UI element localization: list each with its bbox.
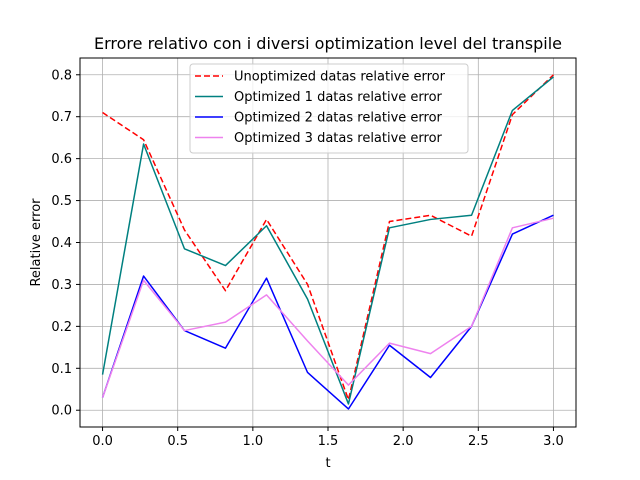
legend-label-2: Optimized 1 datas relative error bbox=[234, 90, 443, 105]
x-tick-label: 0.5 bbox=[167, 434, 188, 449]
y-tick-label: 0.2 bbox=[51, 320, 72, 335]
legend-label-3: Optimized 2 datas relative error bbox=[234, 111, 443, 126]
series-line-4 bbox=[101, 217, 554, 398]
axis-ticks: 0.0 0.5 1.0 1.5 2.0 2.5 3.0 0.0 0.1 0.2 0.3 0.4 0.5 0… bbox=[51, 68, 563, 449]
legend: Unoptimized datas relative error Optimize… bbox=[189, 63, 469, 154]
y-tick-label: 0.5 bbox=[51, 194, 72, 209]
x-tick-label: 2.0 bbox=[393, 434, 414, 449]
x-tick-label: 1.5 bbox=[318, 434, 339, 449]
y-tick-label: 0.4 bbox=[51, 236, 72, 251]
x-tick-label: 2.5 bbox=[468, 434, 489, 449]
y-axis-label: Relative error bbox=[29, 198, 44, 287]
y-tick-label: 0.0 bbox=[51, 404, 72, 419]
series-lines bbox=[101, 74, 554, 410]
series-line-1 bbox=[102, 74, 554, 401]
x-tick-label: 0.0 bbox=[92, 434, 113, 449]
y-tick-label: 0.1 bbox=[51, 362, 72, 377]
y-tick-label: 0.7 bbox=[51, 110, 72, 125]
y-tick-label: 0.8 bbox=[51, 68, 72, 83]
series-line-2 bbox=[101, 76, 554, 405]
chart-title: Errore relativo con i diversi optimizati… bbox=[94, 34, 562, 53]
y-tick-label: 0.3 bbox=[51, 278, 72, 293]
x-axis-label: t bbox=[325, 456, 330, 471]
x-tick-label: 3.0 bbox=[543, 434, 564, 449]
x-tick-label: 1.0 bbox=[243, 434, 264, 449]
y-tick-label: 0.6 bbox=[51, 152, 72, 167]
legend-label-4: Optimized 3 datas relative error bbox=[234, 131, 443, 146]
legend-label-1: Unoptimized datas relative error bbox=[234, 70, 446, 85]
legend-box bbox=[189, 63, 469, 154]
